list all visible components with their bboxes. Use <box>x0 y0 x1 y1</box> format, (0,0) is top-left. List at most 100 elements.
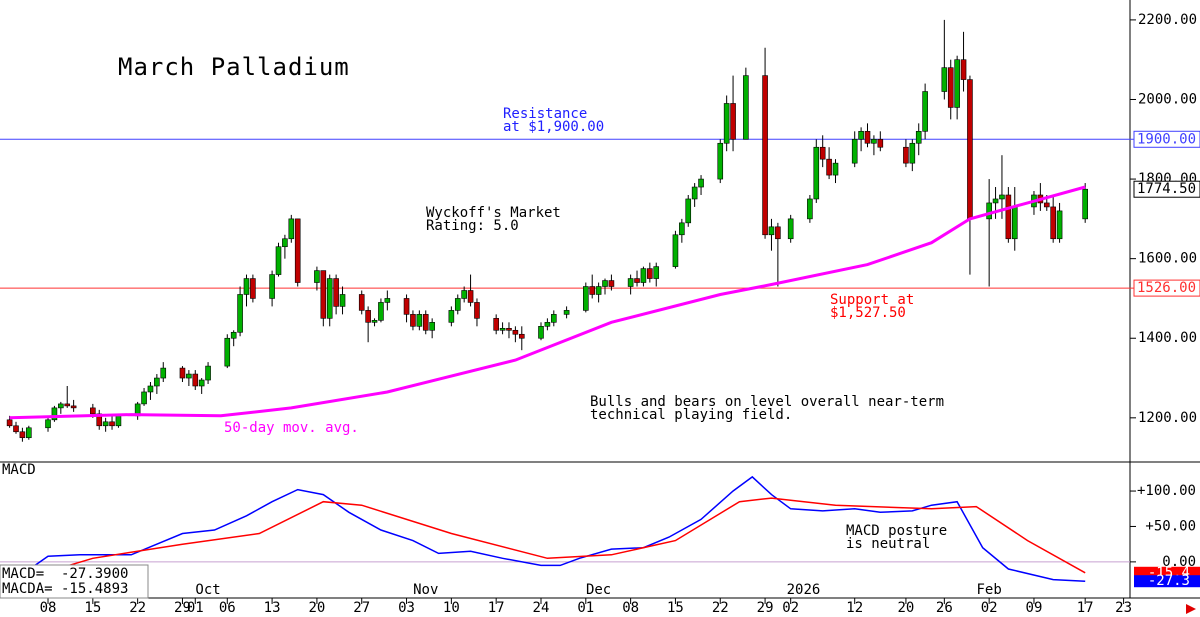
y-tick-label: 1600.00 <box>1138 251 1197 267</box>
x-tick-label: 12 <box>846 600 863 616</box>
candle-body <box>147 385 154 393</box>
candle-body <box>634 278 640 283</box>
x-tick-label: 03 <box>398 600 415 616</box>
candle-body <box>314 270 320 283</box>
x-tick-label: 01 <box>187 600 204 616</box>
annotation: MACD posture <box>846 523 947 539</box>
candle-body <box>819 146 826 160</box>
x-tick-label: 23 <box>1115 600 1132 616</box>
candle-body <box>1043 202 1050 208</box>
month-label: Dec <box>586 582 611 598</box>
month-label: Oct <box>195 582 220 598</box>
candle-body <box>269 274 275 299</box>
candle-body <box>474 302 480 319</box>
candle-body <box>358 294 365 311</box>
candle-body <box>653 266 660 279</box>
candle-body <box>410 314 416 327</box>
candle-body <box>813 146 820 200</box>
annotation: Rating: 5.0 <box>426 218 519 234</box>
candle-body <box>768 226 775 236</box>
ma-label: 50-day mov. avg. <box>224 420 359 436</box>
candle-body <box>877 138 884 148</box>
macd-line <box>9 475 1086 584</box>
candle-body <box>999 194 1005 200</box>
annotation: is neutral <box>846 536 930 552</box>
macd-value-label: -27.3 <box>1148 573 1190 589</box>
candle-body <box>992 198 999 204</box>
candle-body <box>109 421 115 427</box>
candle-body <box>448 310 455 323</box>
candle-body <box>858 131 864 140</box>
candle-body <box>179 367 186 379</box>
candle-body <box>141 391 147 405</box>
candle-body <box>198 379 205 387</box>
last-price-label: 1774.50 <box>1137 181 1196 197</box>
candle-body <box>416 314 423 327</box>
candle-body <box>723 103 730 144</box>
candle-body <box>51 407 58 421</box>
x-tick-label: 01 <box>577 600 594 616</box>
x-tick-label: 02 <box>981 600 998 616</box>
x-tick-label: 27 <box>353 600 370 616</box>
candle-body <box>58 403 64 409</box>
candle-body <box>775 226 781 240</box>
level-label: 1900.00 <box>1137 131 1196 147</box>
macd-value-box <box>1134 575 1200 588</box>
macd-readout: MACDA= -15.4893 <box>2 581 128 597</box>
candle-body <box>986 202 992 220</box>
candle-body <box>960 59 967 80</box>
annotation: Wyckoff's Market <box>426 205 561 221</box>
candle-body <box>499 327 506 331</box>
x-tick-label: 29 <box>174 600 191 616</box>
candle-body <box>909 142 916 164</box>
candle-body <box>787 218 794 240</box>
last-price-box <box>1133 180 1200 198</box>
x-tick-label: 26 <box>936 600 953 616</box>
candle-body <box>627 278 634 287</box>
candle-body <box>288 218 295 240</box>
candle-body <box>947 67 954 108</box>
candle-body <box>154 377 160 387</box>
candle-body <box>544 322 551 327</box>
x-tick-label: 08 <box>622 600 639 616</box>
level-box <box>1133 130 1200 148</box>
candle-body <box>903 146 909 164</box>
candle-body <box>19 431 26 439</box>
x-tick-label: 17 <box>488 600 505 616</box>
candle-body <box>1056 210 1063 240</box>
candle-body <box>384 298 391 303</box>
candle-body <box>672 234 679 267</box>
x-tick-label: 20 <box>308 600 325 616</box>
candle-body <box>403 298 410 315</box>
candle-body <box>864 131 871 144</box>
readout-box <box>0 564 149 599</box>
candle-body <box>1005 194 1012 240</box>
candle-body <box>640 268 647 283</box>
candle-body <box>237 294 243 333</box>
candle-body <box>192 373 199 387</box>
annotation: Resistance <box>503 106 587 122</box>
candle-body <box>250 278 256 299</box>
scroll-arrow[interactable] <box>1186 604 1196 614</box>
candle-body <box>915 131 922 144</box>
candle-body <box>102 421 109 427</box>
x-tick-label: 17 <box>1077 600 1094 616</box>
y-tick-label: 0.00 <box>1162 554 1196 570</box>
y-tick-label: 1400.00 <box>1138 330 1197 346</box>
candle-body <box>90 407 96 415</box>
macd-title: MACD <box>2 462 36 478</box>
candle-body <box>64 403 71 407</box>
x-tick-label: 22 <box>129 600 146 616</box>
x-tick-label: 10 <box>443 600 460 616</box>
candle-body <box>1011 206 1018 240</box>
candle-body <box>365 310 371 323</box>
candle-body <box>506 327 512 331</box>
candle-body <box>70 405 77 409</box>
y-tick-label: +100.00 <box>1137 483 1196 499</box>
candle-body <box>6 419 13 427</box>
y-tick-label: 2200.00 <box>1138 12 1197 28</box>
month-label: Feb <box>977 582 1002 598</box>
candle-body <box>871 138 877 144</box>
macd-readout: MACD= -27.3900 <box>2 566 128 582</box>
